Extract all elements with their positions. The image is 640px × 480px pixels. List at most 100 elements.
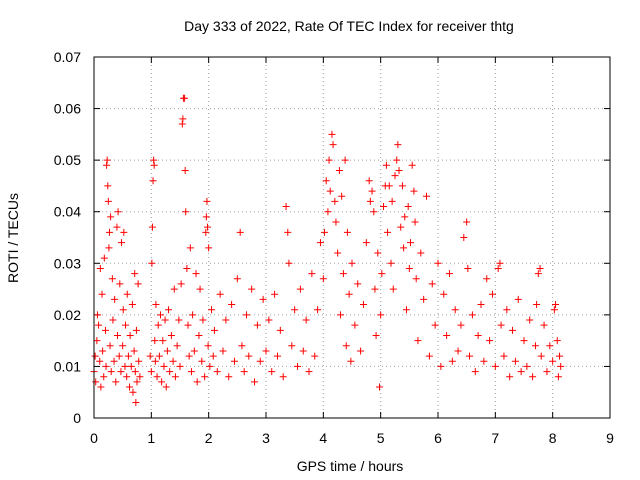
data-point — [199, 316, 207, 324]
data-point — [308, 270, 316, 278]
data-point — [175, 316, 183, 324]
data-point — [377, 311, 385, 319]
data-point — [265, 316, 273, 324]
data-point — [114, 208, 122, 216]
data-point — [408, 161, 416, 169]
y-tick-labels: 0 0.01 0.02 0.03 0.04 0.05 0.06 0.07 — [54, 49, 81, 426]
data-point — [296, 285, 304, 293]
data-point — [402, 306, 410, 314]
data-point — [341, 156, 349, 164]
data-point — [117, 368, 125, 376]
data-point — [497, 321, 505, 329]
data-point — [477, 301, 485, 309]
data-point — [549, 357, 557, 365]
data-point — [161, 316, 169, 324]
data-point — [338, 192, 346, 200]
data-point — [126, 383, 134, 391]
data-point — [550, 306, 558, 314]
data-point — [243, 311, 251, 319]
data-point — [105, 228, 113, 236]
data-point — [405, 264, 413, 272]
data-point — [284, 228, 292, 236]
data-point — [531, 342, 539, 350]
data-point — [195, 331, 203, 339]
y-tick-label: 0.05 — [54, 152, 81, 168]
x-tick-label: 3 — [262, 430, 270, 446]
data-point — [387, 259, 395, 267]
data-point — [193, 378, 201, 386]
data-point — [324, 208, 332, 216]
data-point — [480, 357, 488, 365]
chart-title: Day 333 of 2022, Rate Of TEC Index for r… — [184, 18, 514, 34]
data-point — [120, 228, 128, 236]
data-point — [305, 368, 313, 376]
data-point — [127, 362, 135, 370]
data-point — [557, 362, 565, 370]
data-point — [134, 280, 142, 288]
y-tick-label: 0.06 — [54, 101, 81, 117]
data-point — [288, 342, 296, 350]
data-point — [240, 368, 248, 376]
data-point — [486, 337, 494, 345]
data-point — [395, 166, 403, 174]
data-point — [162, 383, 170, 391]
data-point — [282, 203, 290, 211]
y-tick-label: 0.04 — [54, 204, 81, 220]
data-point — [179, 115, 187, 123]
data-point — [121, 362, 129, 370]
data-point — [463, 218, 471, 226]
data-point — [457, 321, 465, 329]
data-point — [410, 187, 418, 195]
data-point — [163, 347, 171, 355]
data-point — [400, 244, 408, 252]
data-point — [311, 352, 319, 360]
data-point — [464, 264, 472, 272]
data-point — [166, 368, 174, 376]
data-point — [192, 270, 200, 278]
data-point — [533, 301, 541, 309]
data-point — [209, 352, 217, 360]
data-point — [219, 347, 227, 355]
data-point — [354, 280, 362, 288]
data-point — [362, 239, 370, 247]
data-point — [135, 357, 143, 365]
data-point — [102, 362, 110, 370]
data-point — [496, 259, 504, 267]
data-point — [372, 331, 380, 339]
data-point — [177, 280, 185, 288]
data-point — [380, 203, 388, 211]
x-tick-label: 5 — [377, 430, 385, 446]
data-point — [322, 177, 330, 185]
data-point — [291, 306, 299, 314]
data-point — [365, 177, 373, 185]
data-point — [183, 264, 191, 272]
data-point — [540, 321, 548, 329]
data-point — [104, 197, 112, 205]
data-point — [385, 182, 393, 190]
data-point — [553, 337, 561, 345]
data-point — [154, 321, 162, 329]
x-tick-label: 6 — [434, 430, 442, 446]
data-point — [328, 130, 336, 138]
data-point — [151, 357, 159, 365]
data-point — [187, 368, 195, 376]
points-layer — [90, 94, 565, 407]
data-point — [190, 347, 198, 355]
data-point — [167, 331, 175, 339]
data-point — [253, 321, 261, 329]
x-tick-label: 7 — [491, 430, 499, 446]
data-point — [534, 270, 542, 278]
data-point — [509, 326, 517, 334]
data-point — [503, 306, 511, 314]
data-point — [132, 399, 140, 407]
data-point — [357, 347, 365, 355]
data-point — [554, 373, 562, 381]
data-point — [448, 357, 456, 365]
data-point — [233, 275, 241, 283]
data-point — [329, 141, 337, 149]
data-point — [245, 352, 253, 360]
data-point — [393, 156, 401, 164]
data-point — [202, 228, 210, 236]
data-point — [95, 321, 103, 329]
data-point — [378, 270, 386, 278]
